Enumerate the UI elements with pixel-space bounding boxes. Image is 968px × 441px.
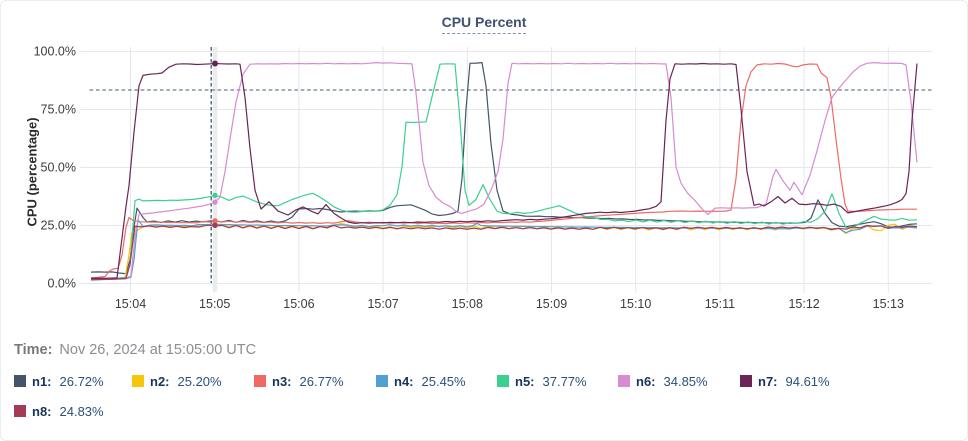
svg-text:15:08: 15:08 bbox=[452, 297, 483, 311]
svg-text:15:12: 15:12 bbox=[788, 297, 819, 311]
svg-text:15:06: 15:06 bbox=[283, 297, 314, 311]
svg-text:100.0%: 100.0% bbox=[34, 44, 76, 58]
svg-text:15:10: 15:10 bbox=[620, 297, 651, 311]
svg-text:15:09: 15:09 bbox=[536, 297, 567, 311]
svg-text:15:05: 15:05 bbox=[199, 297, 230, 311]
svg-text:25.0%: 25.0% bbox=[41, 218, 76, 232]
svg-text:0.0%: 0.0% bbox=[48, 276, 77, 290]
svg-text:15:13: 15:13 bbox=[873, 297, 904, 311]
svg-text:15:04: 15:04 bbox=[115, 297, 146, 311]
svg-text:50.0%: 50.0% bbox=[41, 160, 76, 174]
svg-text:15:11: 15:11 bbox=[705, 297, 735, 311]
svg-text:15:07: 15:07 bbox=[367, 297, 398, 311]
svg-text:CPU (percentage): CPU (percentage) bbox=[25, 117, 40, 226]
svg-text:75.0%: 75.0% bbox=[41, 102, 76, 116]
